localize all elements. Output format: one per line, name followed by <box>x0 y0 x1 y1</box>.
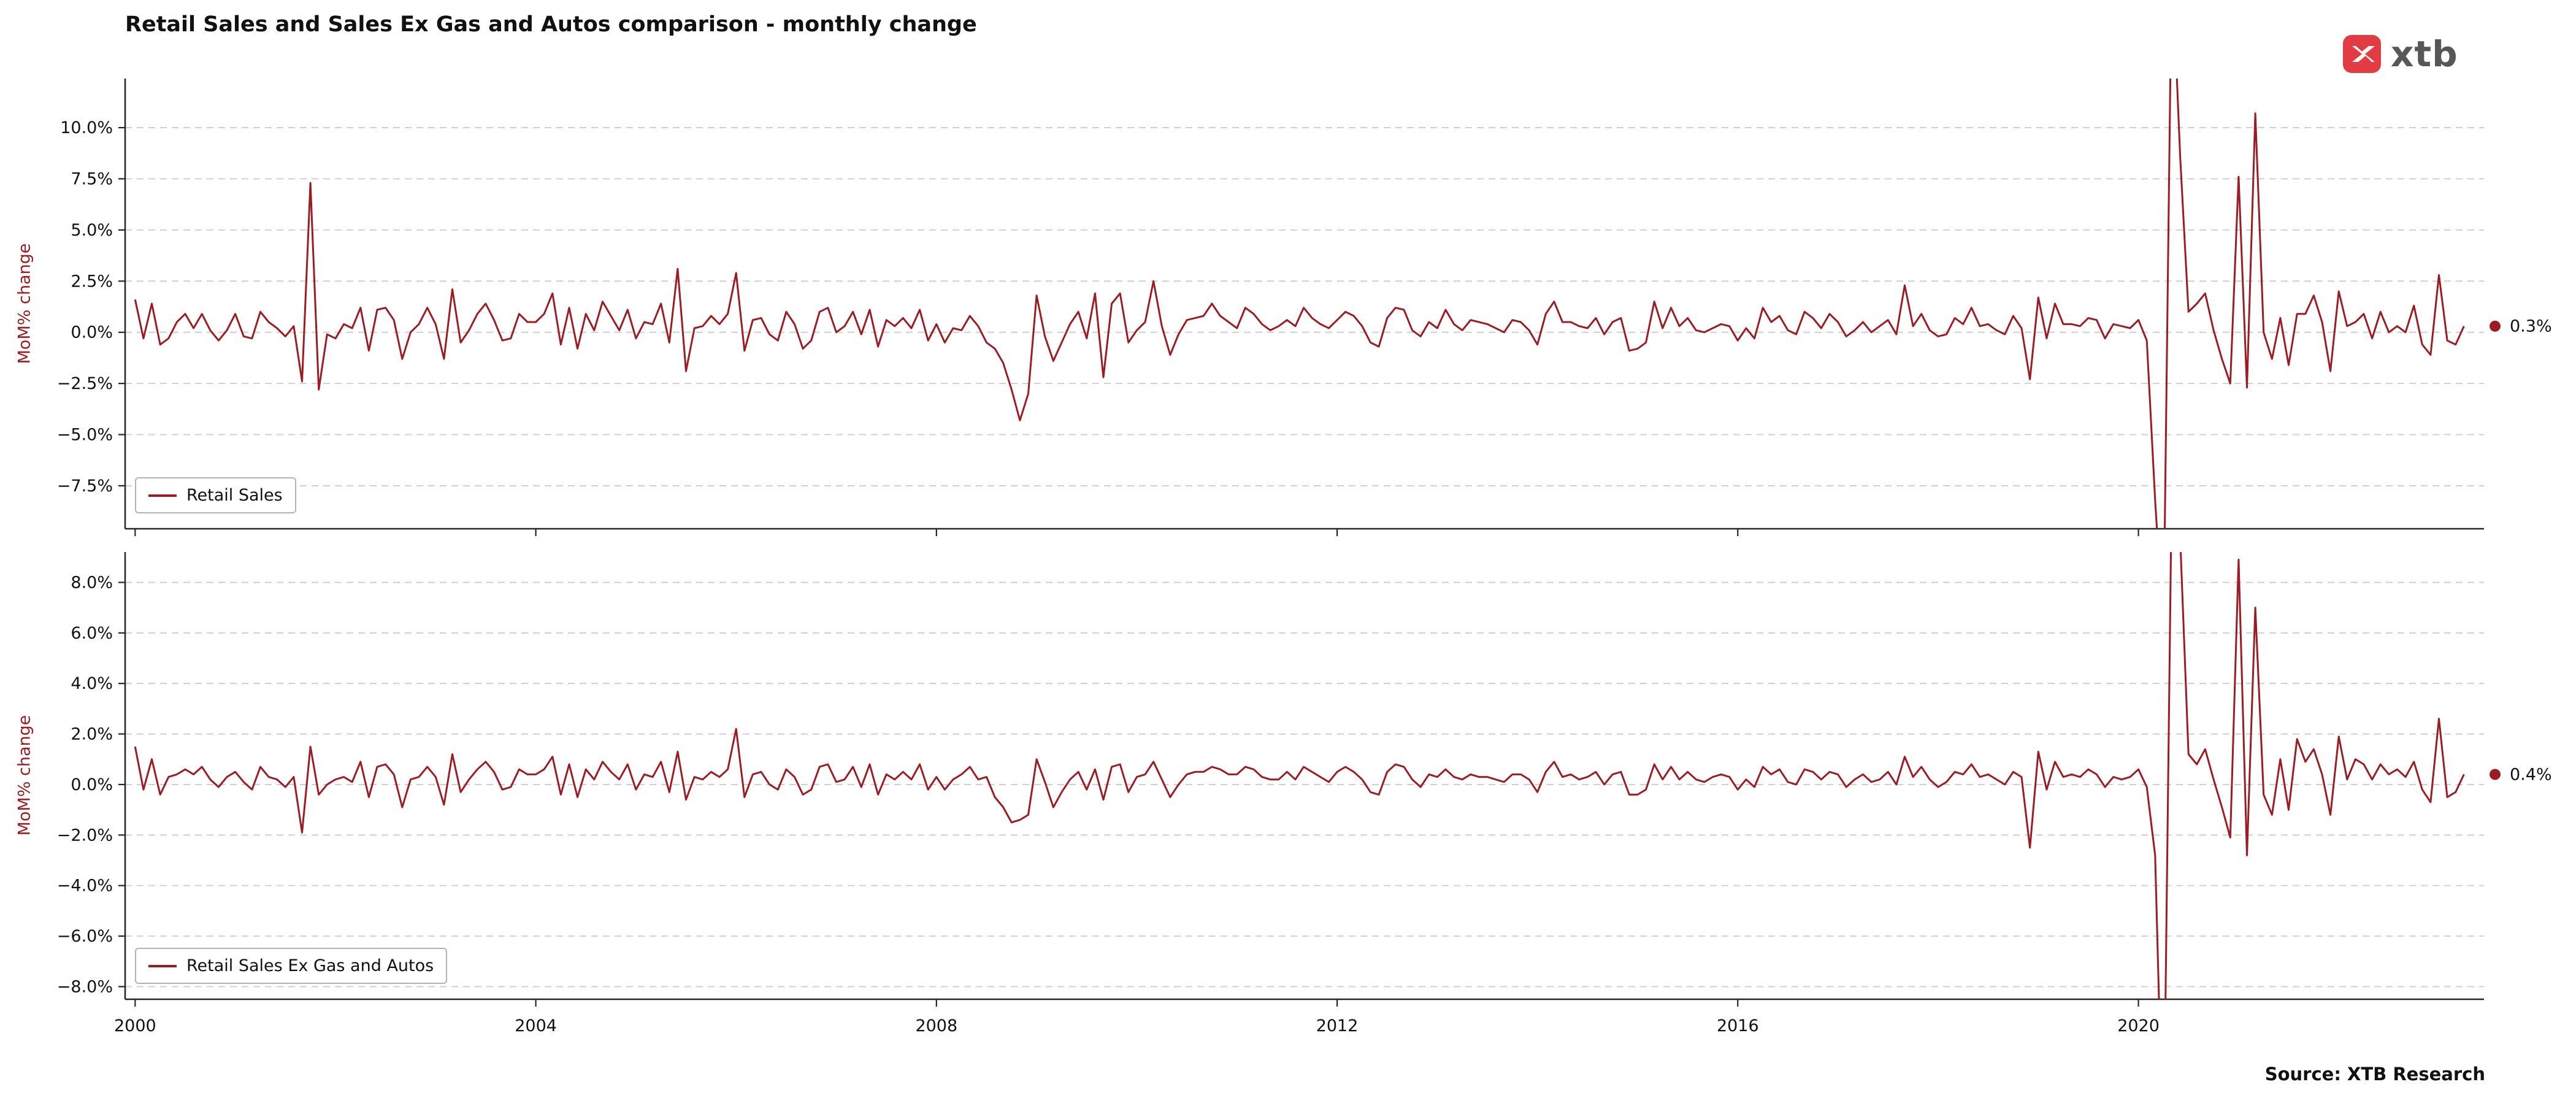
svg-text:2016: 2016 <box>1717 1016 1759 1035</box>
svg-text:6.0%: 6.0% <box>71 624 113 643</box>
svg-text:2000: 2000 <box>114 1016 156 1035</box>
svg-text:4.0%: 4.0% <box>71 674 113 693</box>
legend-retail-sales-ex-gas-autos: Retail Sales Ex Gas and Autos <box>135 948 448 984</box>
svg-text:5.0%: 5.0% <box>71 221 113 240</box>
legend-retail-sales: Retail Sales <box>135 477 296 513</box>
source-credit: Source: XTB Research <box>2264 1064 2485 1085</box>
legend-line-sample <box>148 964 177 967</box>
xtb-logo-text: xtb <box>2391 33 2458 75</box>
page-title: Retail Sales and Sales Ex Gas and Autos … <box>125 12 977 37</box>
svg-text:−4.0%: −4.0% <box>57 877 113 896</box>
svg-text:−5.0%: −5.0% <box>57 426 113 445</box>
svg-text:0.0%: 0.0% <box>71 775 113 794</box>
xtb-logo-icon <box>2343 35 2381 73</box>
svg-text:2.5%: 2.5% <box>71 272 113 291</box>
y-axis-label-top: MoM% change <box>15 243 34 364</box>
xtb-logo: xtb <box>2342 33 2458 75</box>
svg-text:2.0%: 2.0% <box>71 725 113 744</box>
svg-text:−2.5%: −2.5% <box>57 374 113 393</box>
svg-text:−8.0%: −8.0% <box>57 977 113 996</box>
svg-text:−2.0%: −2.0% <box>57 826 113 845</box>
legend-line-sample <box>148 494 177 497</box>
svg-text:0.0%: 0.0% <box>71 323 113 342</box>
svg-text:0.3%: 0.3% <box>2510 317 2552 336</box>
svg-text:2004: 2004 <box>515 1016 557 1035</box>
svg-text:−7.5%: −7.5% <box>57 477 113 496</box>
svg-text:7.5%: 7.5% <box>71 169 113 188</box>
y-axis-label-bottom: MoM% change <box>15 715 34 836</box>
svg-text:2008: 2008 <box>915 1016 957 1035</box>
svg-text:10.0%: 10.0% <box>60 118 113 137</box>
svg-text:2012: 2012 <box>1316 1016 1359 1035</box>
svg-text:8.0%: 8.0% <box>71 573 113 592</box>
svg-text:−6.0%: −6.0% <box>57 927 113 946</box>
svg-text:2020: 2020 <box>2117 1016 2160 1035</box>
svg-text:0.4%: 0.4% <box>2510 765 2552 784</box>
legend-label: Retail Sales <box>186 486 283 505</box>
legend-label: Retail Sales Ex Gas and Autos <box>186 956 434 975</box>
